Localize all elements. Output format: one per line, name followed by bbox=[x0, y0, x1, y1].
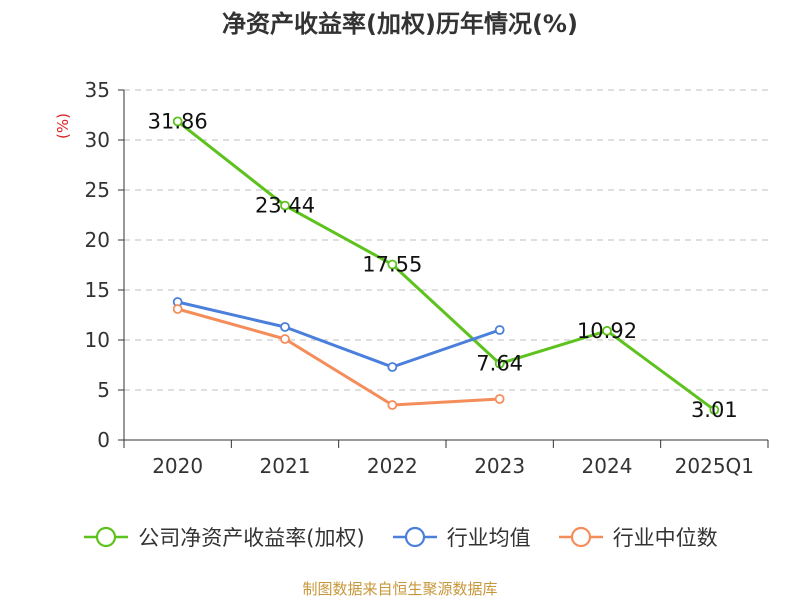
data-label: 3.01 bbox=[691, 398, 738, 422]
legend-swatch-marker bbox=[96, 526, 117, 548]
data-point bbox=[602, 325, 612, 336]
x-tick-label: 2021 bbox=[260, 454, 311, 478]
legend-swatch-marker bbox=[404, 526, 425, 548]
chart-title: 净资产收益率(加权)历年情况(%) bbox=[222, 10, 578, 38]
data-point bbox=[280, 322, 290, 332]
data-label: 7.64 bbox=[476, 352, 523, 376]
data-label: 10.92 bbox=[577, 319, 637, 343]
data-label: 23.44 bbox=[255, 194, 315, 218]
y-tick-label: 15 bbox=[85, 278, 110, 302]
data-point bbox=[494, 358, 505, 369]
data-point bbox=[387, 400, 398, 410]
legend-label: 行业均值 bbox=[446, 526, 531, 550]
legend-label: 公司净资产收益率(加权) bbox=[138, 526, 365, 550]
x-tick-label: 2024 bbox=[582, 454, 633, 478]
y-tick-label: 20 bbox=[85, 228, 110, 252]
legend-swatch-marker bbox=[570, 526, 591, 548]
y-tick-label: 0 bbox=[97, 428, 110, 452]
data-point bbox=[172, 116, 183, 127]
y-tick-label: 5 bbox=[97, 378, 110, 402]
data-label: 17.55 bbox=[362, 253, 422, 277]
legend-item[interactable]: 行业中位数 bbox=[557, 522, 718, 552]
legend-swatch-icon bbox=[558, 526, 603, 548]
data-point bbox=[387, 259, 398, 270]
series-line-0 bbox=[176, 120, 716, 412]
y-tick-label: 30 bbox=[85, 128, 110, 152]
source-note: 制图数据来自恒生聚源数据库 bbox=[302, 580, 498, 598]
y-tick-label: 35 bbox=[85, 78, 110, 102]
legend-swatch-icon bbox=[392, 526, 437, 548]
legend: 公司净资产收益率(加权) 行业均值 行业中位数 bbox=[0, 520, 800, 554]
data-label: 31.86 bbox=[148, 109, 208, 133]
data-point bbox=[494, 325, 505, 335]
data-point bbox=[172, 304, 183, 314]
legend-label: 行业中位数 bbox=[612, 526, 718, 550]
data-point bbox=[709, 404, 720, 415]
x-tick-label: 2025Q1 bbox=[675, 454, 754, 478]
x-tick-label: 2020 bbox=[152, 454, 203, 478]
y-axis-label: (%) bbox=[54, 113, 72, 139]
series-line-1 bbox=[177, 300, 501, 369]
data-point bbox=[280, 200, 290, 211]
data-point bbox=[280, 334, 290, 344]
y-tick-label: 10 bbox=[85, 328, 110, 352]
series-line-2 bbox=[177, 307, 500, 407]
legend-swatch-icon bbox=[84, 526, 129, 548]
data-point bbox=[387, 362, 398, 372]
x-tick-label: 2022 bbox=[367, 454, 418, 478]
legend-item[interactable]: 公司净资产收益率(加权) bbox=[82, 522, 365, 552]
x-tick-label: 2023 bbox=[474, 454, 525, 478]
legend-item[interactable]: 行业均值 bbox=[391, 522, 531, 552]
data-point bbox=[494, 394, 505, 404]
y-tick-label: 25 bbox=[85, 178, 110, 202]
